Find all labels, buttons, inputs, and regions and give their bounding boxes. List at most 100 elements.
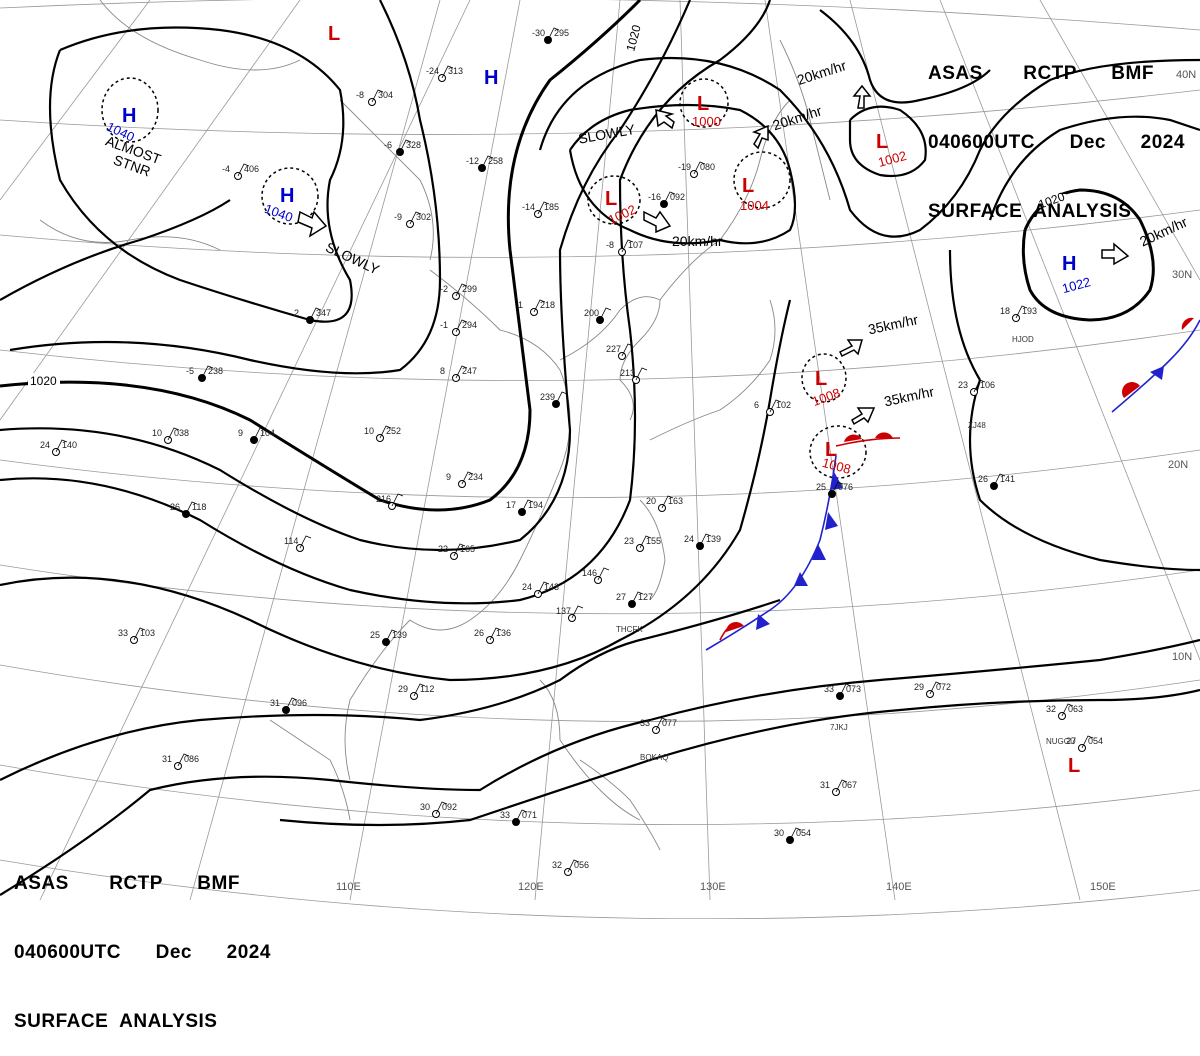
wind-barb [253, 427, 266, 441]
wind-barb [621, 239, 634, 253]
station-plot: 6 102 [754, 399, 791, 416]
wind-barb [537, 201, 550, 215]
wind-barb [699, 533, 712, 547]
wind-barb [385, 629, 398, 643]
station-plot: 227 [606, 343, 634, 360]
station-plot: 9 104 [238, 427, 275, 444]
station-pressure: 347 [316, 308, 331, 318]
station-pressure: 136 [496, 628, 511, 638]
station-plot: 1 218 [518, 299, 555, 316]
isobar-label: 1020 [30, 374, 57, 388]
station-plot: 26 118 [170, 501, 206, 518]
lon-label: 110E [336, 881, 361, 893]
station-plot: -9 302 [394, 211, 431, 228]
station-temperature: 22 [438, 544, 448, 554]
station-pressure: 077 [662, 718, 677, 728]
low-center-letter: L [697, 93, 709, 115]
station-temperature: 27 [616, 592, 626, 602]
station-pressure: 295 [554, 28, 569, 38]
station-plot: 23 106 [958, 379, 995, 396]
station-pressure: 185 [544, 202, 559, 212]
station-temperature: 17 [506, 500, 516, 510]
wind-barb [547, 27, 560, 41]
low-center-letter: L [825, 439, 837, 461]
station-plot: 33 103 [118, 627, 155, 644]
isobar [0, 199, 231, 301]
station-pressure: 406 [244, 164, 259, 174]
station-temperature: 1 [518, 300, 523, 310]
high-center-letter: H [1062, 253, 1076, 275]
station-pressure: 054 [796, 828, 811, 838]
motion-arrows [297, 84, 1130, 426]
wind-barb [461, 471, 474, 485]
wind-barb [237, 163, 250, 177]
wind-barb [599, 307, 612, 321]
station-plot: 10 038 [152, 427, 189, 444]
station-pressure: 165 [460, 544, 475, 554]
station-temperature: 24 [684, 534, 694, 544]
station-plot: 25 139 [370, 629, 407, 646]
wind-barb [655, 717, 668, 731]
station-pressure: 118 [192, 502, 206, 512]
station-temperature: 216 [376, 494, 391, 504]
station-pressure: 112 [420, 684, 434, 694]
station-plot: 26 141 [978, 473, 1015, 490]
wind-barb [571, 605, 584, 619]
station-pressure: 072 [936, 682, 951, 692]
wind-barb [555, 391, 568, 405]
header-top-right: ASAS RCTP BMF 040600UTC Dec 2024 SURFACE… [928, 16, 1185, 246]
isobar [0, 0, 642, 512]
station-plot: 24 140 [40, 439, 77, 456]
station-pressure: 328 [406, 140, 421, 150]
station-temperature: 10 [364, 426, 374, 436]
station-pressure: 038 [174, 428, 189, 438]
station-temperature: -2 [440, 284, 448, 294]
station-plot: 146 [582, 567, 610, 584]
station-plot: 114 [284, 535, 312, 552]
high-center-letter: H [484, 67, 498, 89]
lat-label: 10N [1172, 651, 1192, 663]
wind-barb [537, 581, 550, 595]
wind-barb [55, 439, 68, 453]
wind-barb [1081, 735, 1094, 749]
station-id: 7JKJ [830, 723, 848, 732]
wind-barb [299, 535, 312, 549]
isobar-label: 1020 [623, 23, 644, 53]
low-center-letter: L [742, 175, 754, 197]
isobar [0, 0, 772, 605]
header-line-2: 040600UTC Dec 2024 [14, 942, 271, 963]
station-plot: 24 143 [522, 581, 559, 598]
front-east [1111, 319, 1200, 413]
low-center-pressure: 1002 [876, 148, 908, 170]
station-temperature: 33 [640, 718, 650, 728]
isobar [0, 638, 1200, 896]
station-pressure: 193 [1022, 306, 1037, 316]
station-plot: 18 193 [1000, 305, 1037, 322]
station-temperature: 26 [474, 628, 484, 638]
low-center-letter: L [815, 368, 827, 390]
low-center-pressure: 1000 [692, 114, 721, 129]
station-plot: 27 127 [616, 591, 653, 608]
station-plot: 31 067 [820, 779, 857, 796]
station-pressure: 304 [378, 90, 393, 100]
pressure-centers: H 1040 H 1040 H H 1022 L L 1000 L 1002 L… [104, 23, 1092, 777]
wind-barb [285, 697, 298, 711]
coastlines [39, 0, 831, 851]
station-plot: -19 080 [678, 161, 715, 178]
station-temperature: 213 [620, 368, 635, 378]
station-pressure: 076 [838, 482, 853, 492]
low-center-letter: L [876, 131, 888, 153]
station-plot: 17 194 [506, 499, 543, 516]
station-temperature: 146 [582, 568, 597, 578]
isobar [948, 249, 981, 381]
isobar [279, 688, 1200, 827]
station-id: ZJ48 [968, 421, 986, 430]
station-plot: -8 304 [356, 89, 393, 106]
warm-front-bump [875, 432, 893, 438]
low-center-letter: L [328, 23, 340, 45]
station-temperature: 26 [170, 502, 180, 512]
station-temperature: -19 [678, 162, 691, 172]
station-pressure: 141 [1000, 474, 1015, 484]
station-plot: 9 234 [446, 471, 483, 488]
wind-barb [835, 779, 848, 793]
